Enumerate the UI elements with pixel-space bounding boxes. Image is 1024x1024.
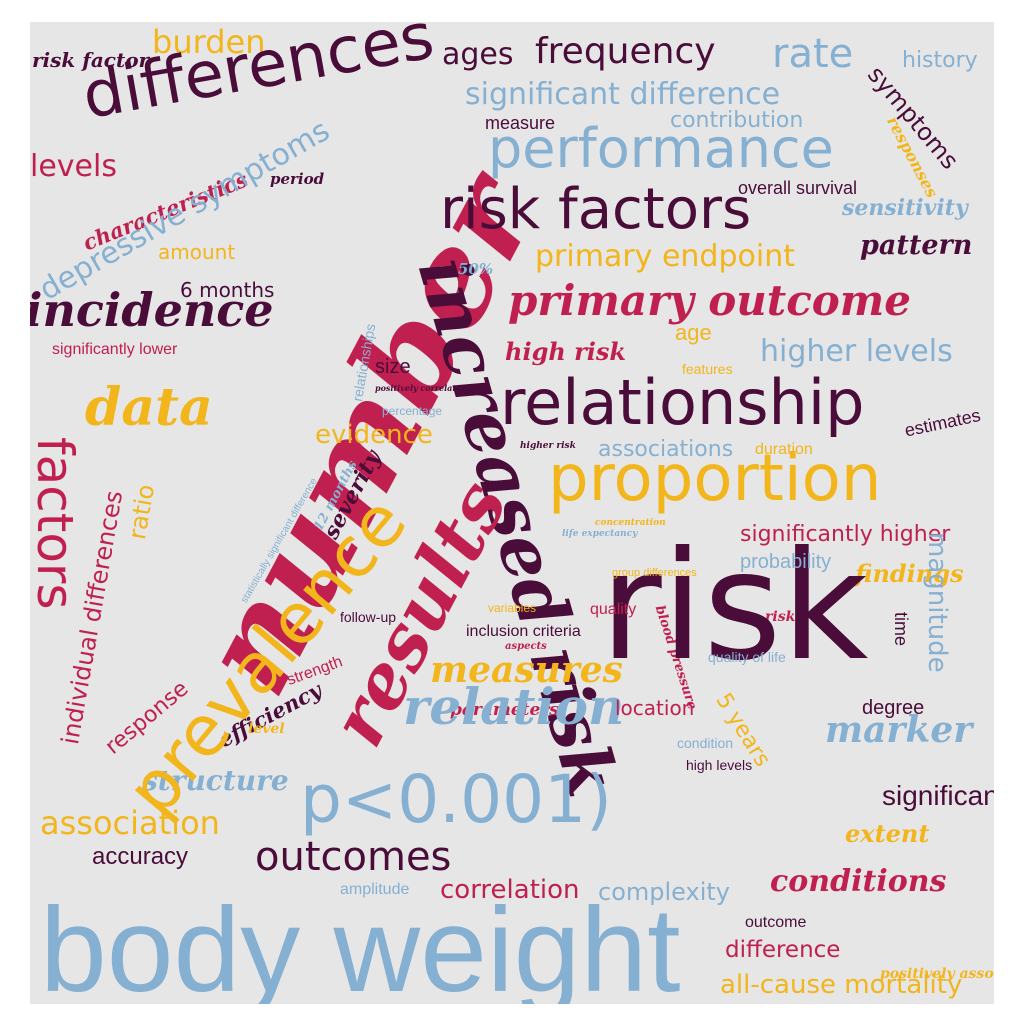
word-higher-levels: higher levels — [760, 334, 953, 369]
word-ages: ages — [442, 37, 514, 72]
word-percentage: percentage — [382, 404, 443, 418]
word-risk-factor: risk factor — [32, 48, 150, 72]
word-relation: parameters — [450, 700, 559, 720]
word-conditions: accuracy — [92, 843, 189, 870]
word-all-cause-mortality: outcome — [745, 914, 807, 931]
word-proportion: proportion — [548, 442, 882, 516]
word-time: measures — [430, 649, 623, 691]
word-inclusion-criteria: aspects — [505, 641, 547, 652]
word-risks: quality — [590, 601, 637, 618]
word-ratio: ratio — [123, 482, 161, 542]
word-evidence: evidence — [315, 420, 433, 450]
word-level: relation — [403, 677, 625, 736]
word-higher-risk: higher risk — [520, 441, 576, 451]
word-group-differences: group differences — [612, 567, 697, 579]
word-duration: duration — [755, 441, 813, 458]
word-factors: factors — [30, 437, 84, 610]
word-primary-endpoint: primary endpoint — [535, 239, 795, 274]
word-significantly-higher: significantly higher — [740, 522, 951, 547]
word-complexity: amplitude — [340, 881, 410, 898]
word-high-levels: association — [40, 804, 220, 842]
word-frequency: frequency — [535, 31, 716, 72]
word-significant-difference: significant difference — [465, 77, 781, 112]
word-primary-outcome: primary outcome — [508, 276, 911, 325]
word-50-percent: 50% — [458, 260, 494, 278]
word-magnitude: magnitude — [922, 532, 952, 673]
word-differences: differences — [77, 22, 440, 134]
word-measure: measure — [485, 113, 556, 133]
word-significantly-lower: significantly lower — [52, 341, 178, 358]
word-burden: burden — [152, 23, 266, 61]
word-extent: significant differences — [882, 780, 994, 811]
word-pattern: pattern — [860, 230, 973, 261]
word-data: data — [85, 377, 213, 438]
word-levels: levels — [30, 149, 117, 184]
word-age: age — [675, 320, 712, 345]
word-history: history — [902, 48, 978, 73]
word-accuracy: correlation — [440, 875, 580, 905]
word-degree: marker — [825, 709, 973, 751]
word-association: p<0.001) — [300, 761, 612, 838]
word-incidence: incidence — [30, 283, 274, 337]
word-findings: findings — [855, 559, 964, 588]
word-marker: level — [248, 721, 285, 737]
word-contribution: contribution — [670, 108, 804, 133]
word-life-expectancy: life expectancy — [562, 529, 638, 539]
word-relationship: relationship — [500, 366, 865, 439]
word-concentration: concentration — [595, 518, 666, 528]
word-size: size — [375, 356, 411, 378]
word-outcomes: extent — [845, 819, 930, 848]
word-aspects: risks — [765, 609, 804, 625]
word-overall-survival: overall survival — [738, 178, 858, 198]
word-p-value: high levels — [686, 757, 753, 773]
word-risk: risk — [600, 520, 869, 694]
word-follow-up: follow-up — [340, 609, 397, 625]
word-features: features — [682, 361, 733, 377]
word-5-years: degree — [862, 697, 925, 719]
word-condition: structure — [142, 764, 289, 797]
word-performance: performance — [488, 117, 834, 180]
word-location: quality of life — [708, 649, 786, 665]
word-amplitude: complexity — [598, 878, 730, 906]
word-quality: inclusion criteria — [466, 623, 581, 640]
word-estimates: estimates — [902, 405, 983, 441]
word-significant-differences: outcomes — [255, 834, 452, 880]
word-high-risk: high risk — [505, 337, 627, 366]
word-body-weight: positively associated — [880, 966, 994, 982]
word-blood-pressure: variables — [488, 601, 537, 615]
word-positively-associated: difference — [725, 937, 841, 963]
word-risk-factors: risk factors — [440, 177, 752, 242]
word-cloud: risk factor characteristics period numbe… — [30, 22, 994, 1004]
word-amount: amount — [158, 240, 236, 264]
word-associations: associations — [598, 437, 734, 462]
word-difference: body weight — [40, 883, 681, 1004]
word-period: period — [270, 170, 325, 188]
word-correlation: conditions — [770, 864, 947, 899]
word-6-months: 6 months — [180, 278, 275, 302]
word-strength: location — [615, 696, 695, 720]
word-positively-correlated: positively correlated — [375, 383, 467, 393]
word-probability: probability — [740, 551, 832, 573]
word-response: time — [891, 612, 911, 647]
word-structure: condition — [677, 735, 734, 751]
word-rate: rate — [772, 31, 854, 77]
word-outcome: all-cause mortality — [720, 970, 963, 1000]
word-sensitivity: sensitivity — [842, 195, 968, 221]
